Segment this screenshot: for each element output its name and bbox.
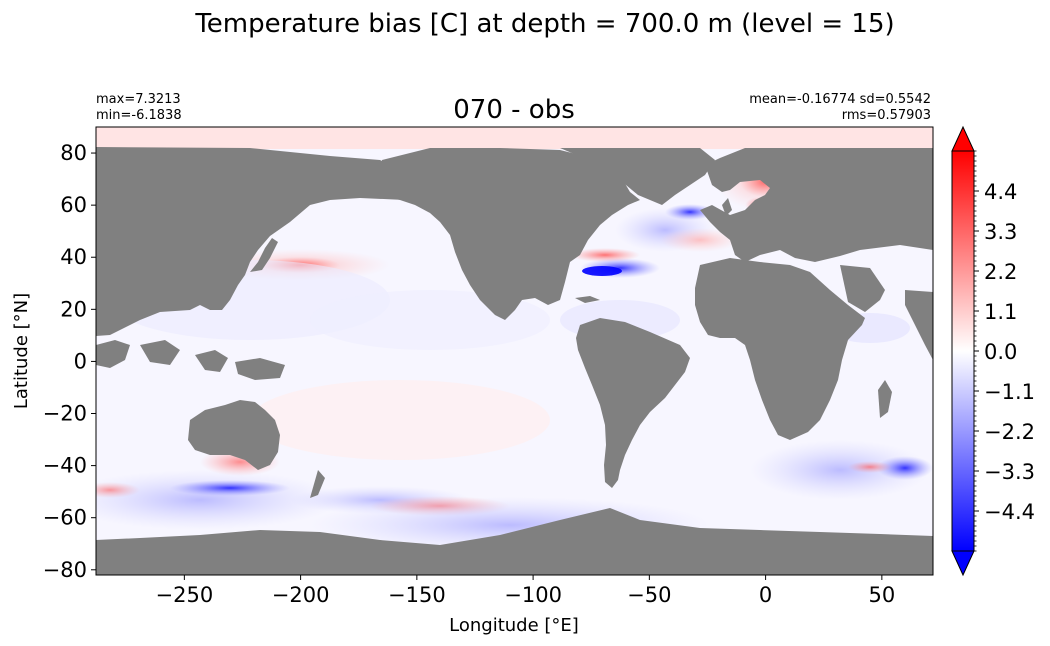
land-europe [700,148,933,262]
colorbar-body [951,150,975,552]
figure-suptitle: Temperature bias [C] at depth = 700.0 m … [194,9,894,39]
x-tick-label: 50 [868,583,895,607]
map-title: 070 - obs [453,95,575,125]
x-axis-label: Longitude [°E] [449,615,579,636]
land-australia [188,400,280,470]
stats-max: max=7.3213 [96,92,181,107]
y-axis: 80 60 40 20 0 −20 −40 −60 −80 [43,141,96,582]
colorbar-extend-max [951,125,975,152]
colorbar-tick-label: −2.2 [984,420,1035,444]
y-tick-label: −40 [43,454,87,478]
x-tick-label: −250 [156,583,214,607]
colorbar-ticks: 4.4 3.3 2.2 1.1 0.0 −1.1 −2.2 −3.3 −4.4 [974,150,1035,552]
colorbar-tick-label: 1.1 [984,300,1017,324]
land-uk [722,198,732,216]
colorbar-tick-label: −4.4 [984,500,1035,524]
colorbar: 4.4 3.3 2.2 1.1 0.0 −1.1 −2.2 −3.3 −4.4 [951,125,1035,577]
y-tick-label: −20 [43,402,87,426]
colorbar-tick-label: 3.3 [984,220,1017,244]
bias-field [96,127,933,575]
land-greenland [560,148,715,205]
land-masses [96,147,933,575]
y-tick-label: 80 [60,141,87,165]
land-north-america [380,148,640,320]
colorbar-tick-label: 4.4 [984,180,1017,204]
y-axis-label: Latitude [°N] [11,293,32,409]
stats-rms: rms=0.57903 [842,108,931,123]
x-tick-label: 0 [759,583,772,607]
land-arabia [840,265,885,312]
y-tick-label: −80 [43,558,87,582]
y-tick-label: 0 [74,349,87,373]
stats-min: min=-6.1838 [96,108,182,123]
land-japan [250,238,278,272]
x-tick-label: −150 [388,583,446,607]
colorbar-tick-label: −3.3 [984,460,1035,484]
map-plot [96,127,933,575]
x-axis: −250 −200 −150 −100 −50 0 50 [156,575,895,607]
colorbar-extend-min [951,550,975,577]
land-madagascar [878,380,892,418]
land-south-america [576,318,690,488]
land-antarctica [96,508,933,575]
y-tick-label: 60 [60,193,87,217]
land-africa [695,258,865,440]
land-indonesia [96,340,285,380]
land-india [905,290,933,360]
colorbar-tick-label: 0.0 [984,340,1017,364]
x-tick-label: −50 [627,583,671,607]
y-tick-label: 40 [60,245,87,269]
x-tick-label: −200 [272,583,330,607]
y-tick-label: 20 [60,297,87,321]
stats-mean-sd: mean=-0.16774 sd=0.5542 [749,92,931,107]
colorbar-tick-label: 2.2 [984,260,1017,284]
land-caribbean [575,296,600,303]
x-tick-label: −100 [504,583,562,607]
land-new-zealand [310,470,325,498]
land-eurasia-east [96,147,460,336]
y-tick-label: −60 [43,506,87,530]
map-frame [95,126,934,576]
colorbar-tick-label: −1.1 [984,380,1035,404]
